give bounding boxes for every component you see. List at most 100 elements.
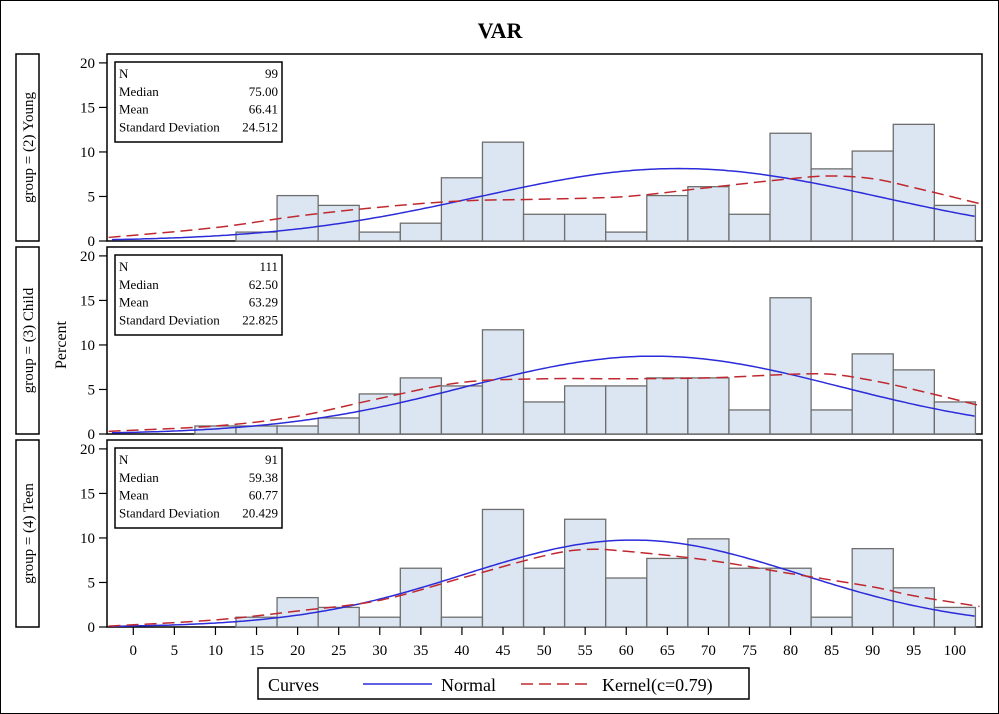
histogram-bar [399, 222, 443, 242]
histogram-bar [358, 393, 401, 435]
stat-value: 111 [259, 259, 278, 274]
stat-value: 75.00 [249, 84, 278, 99]
histogram-bar [933, 401, 977, 435]
y-tick-label: 10 [80, 531, 95, 547]
x-tick-label: 10 [208, 643, 223, 659]
histogram-bar [769, 297, 812, 435]
x-tick-label: 40 [454, 643, 469, 659]
histogram-bar [563, 213, 607, 242]
histogram-bar [522, 213, 566, 242]
histogram-bar [810, 409, 853, 435]
x-tick-label: 20 [290, 643, 305, 659]
strip-label: group = (3) Child [21, 287, 37, 393]
panel: group = (2) Young 0 5 10 15 20 N 99 Median 75.00 M… [15, 53, 983, 250]
y-tick-label: 20 [80, 249, 95, 265]
y-tick-label: 15 [80, 100, 95, 116]
x-tick-label: 35 [413, 643, 428, 659]
stat-label: N [119, 452, 129, 467]
histogram-bar [769, 567, 812, 628]
y-tick-label: 20 [80, 56, 95, 72]
histogram-bar [851, 353, 894, 435]
panel: group = (3) Child 0 5 10 15 20 N 111 Median 62.50… [15, 246, 983, 443]
legend-kernel-label: Kernel(c=0.79) [602, 675, 713, 696]
histogram-bar [646, 377, 689, 435]
legend-box [257, 667, 750, 700]
stats-inset: N 111 Median 62.50 Mean 63.29 Standard Deviati… [114, 254, 283, 336]
stat-value: 62.50 [249, 277, 278, 292]
panels: group = (2) Young 0 5 10 15 20 N 99 Median 75.00 M… [15, 53, 983, 636]
legend-title: Curves [268, 675, 319, 695]
histogram-bar [522, 567, 566, 628]
y-tick-label: 10 [80, 338, 95, 354]
histogram-bar [358, 616, 401, 628]
stat-label: Median [119, 84, 159, 99]
histogram-bar [276, 194, 319, 242]
stats-inset: N 99 Median 75.00 Mean 66.41 Standard Deviatio… [114, 61, 283, 143]
kernel-curve [108, 175, 980, 239]
x-tick-label: 25 [331, 643, 346, 659]
stat-value: 99 [265, 66, 278, 81]
y-tick-label: 5 [88, 575, 96, 591]
panel: group = (4) Teen 0 5 10 15 20 N 91 Median 59.38 Me… [15, 439, 983, 636]
histogram-bar [440, 177, 484, 242]
y-tick-label: 20 [80, 442, 95, 458]
kernel-curve [108, 548, 980, 627]
x-axis: 0 5 10 15 20 25 30 35 40 45 50 55 60 65 70 75 80 85 90 95 10… [130, 627, 967, 659]
x-tick-label: 85 [824, 643, 839, 659]
stat-value: 24.512 [242, 119, 278, 134]
stat-label: N [119, 259, 129, 274]
histogram-bar [358, 231, 401, 242]
stats-inset-box [114, 61, 283, 143]
x-tick-label: 70 [701, 643, 716, 659]
y-tick-label: 10 [80, 145, 95, 161]
stat-value: 20.429 [242, 505, 278, 520]
histogram-bar [646, 557, 689, 628]
normal-curve [111, 539, 975, 628]
histogram-bar [728, 567, 771, 628]
x-tick-label: 5 [171, 643, 179, 659]
chart-title: VAR [478, 18, 524, 43]
stat-label: Standard Deviation [119, 119, 220, 134]
normal-curve [111, 355, 975, 434]
histogram-bar [563, 385, 607, 435]
stat-label: Median [119, 277, 159, 292]
histogram-bar [440, 385, 484, 435]
y-tick-label: 15 [80, 486, 95, 502]
histogram-bar [892, 587, 935, 628]
stat-value: 60.77 [249, 488, 279, 503]
stat-value: 59.38 [249, 470, 278, 485]
stat-value: 22.825 [242, 312, 278, 327]
x-tick-label: 65 [660, 643, 675, 659]
x-tick-label: 100 [944, 643, 967, 659]
y-tick-label: 5 [88, 382, 96, 398]
x-tick-label: 55 [578, 643, 593, 659]
histogram-bar [687, 377, 730, 435]
histogram-bar [399, 567, 443, 628]
histogram-bar [522, 401, 566, 435]
histogram-bar [728, 213, 771, 242]
histogram-bar [605, 231, 648, 242]
histogram-bar [481, 508, 525, 628]
stat-value: 66.41 [249, 102, 278, 117]
histogram-bar [440, 616, 484, 628]
histogram-bar [687, 538, 730, 628]
x-tick-label: 60 [619, 643, 634, 659]
stat-label: Mean [119, 488, 149, 503]
stats-inset: N 91 Median 59.38 Mean 60.77 Standard Deviatio… [114, 447, 283, 529]
x-tick-label: 50 [537, 643, 552, 659]
y-tick-label: 0 [88, 620, 96, 636]
x-tick-label: 90 [865, 643, 880, 659]
y-tick-label: 15 [80, 293, 95, 309]
x-tick-label: 0 [130, 643, 138, 659]
strip-label-box [15, 53, 40, 242]
histogram-bar [769, 132, 812, 242]
strip-label-box [15, 246, 40, 435]
stats-inset-box [114, 254, 283, 336]
stat-label: Median [119, 470, 159, 485]
normal-curve [111, 167, 975, 241]
legend-normal-label: Normal [441, 675, 496, 695]
histogram-bar [728, 409, 771, 435]
y-tick-label: 0 [88, 234, 96, 250]
strip-label: group = (4) Teen [21, 483, 37, 584]
